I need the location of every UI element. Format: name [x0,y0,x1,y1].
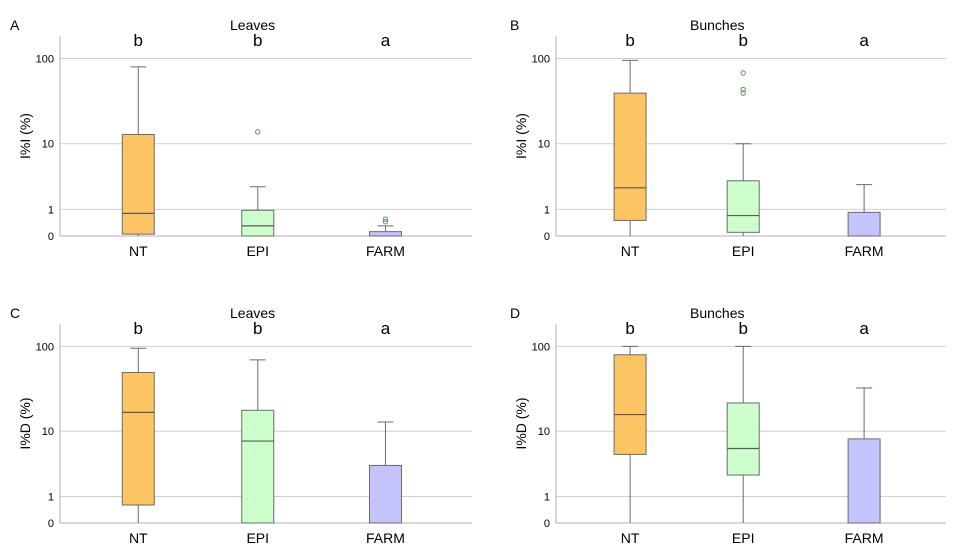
panel-b-y-axis-label: I%I (%) [513,113,529,159]
panel-b-x-tick-label: NT [621,243,640,259]
panel-d-sig-letter-epi: b [738,319,747,338]
panel-c-sig-letter-farm: a [381,319,391,338]
panel-b-outlier-epi [740,70,746,76]
panel-c-x-tick-label: EPI [246,530,269,545]
panel-c-box-epi [241,409,275,524]
panel-d-y-tick-label: 1 [544,491,550,503]
panel-c-y-tick-label: 0 [48,518,54,530]
panel-b-x-tick-label: FARM [845,243,884,259]
panel-b-box-farm [847,211,881,237]
panel-a-y-tick-label: 100 [36,53,54,65]
panel-b-outlier-epi [740,86,746,93]
panel-a-box-farm [368,231,402,237]
panel-b-sig-letter-epi: b [738,31,747,50]
panel-a-outlier-farm [382,219,389,225]
panel-a-x-tick-label: FARM [366,243,405,259]
panel-c-sig-letter-epi: b [253,319,262,338]
panel-a-sig-letter-epi: b [253,31,262,50]
panel-b-sig-letter-farm: a [859,31,869,50]
panel-b-y-tick-label: 1 [544,204,550,216]
panel-a-y-tick-label: 10 [42,139,54,151]
panel-a-outlier-epi [255,129,261,135]
panel-c-y-tick-label: 10 [42,426,54,438]
panel-a-y-axis-label: I%I (%) [17,113,33,159]
panel-d-title: Bunches [690,305,744,321]
panel-a-title: Leaves [230,17,275,33]
panel-b-y-tick-label: 0 [544,231,550,243]
panel-a-x-tick-label: NT [129,243,148,259]
panel-c-x-tick-label: NT [129,530,148,545]
panel-b-sig-letter-nt: b [625,31,634,50]
panel-d-sig-letter-nt: b [625,319,634,338]
panel-b-y-tick-label: 10 [538,139,550,151]
panel-c-y-axis-label: I%D (%) [17,397,33,449]
panel-d-y-axis-label: I%D (%) [513,397,529,449]
panel-a-sig-letter-nt: b [134,31,143,50]
panel-c-box-nt [121,371,155,506]
panel-b-title: Bunches [690,17,744,33]
panel-a-outlier-farm [382,216,389,222]
panel-d-y-tick-label: 10 [538,426,550,438]
panel-a-x-tick-label: EPI [246,243,269,259]
panel-d-sig-letter-farm: a [859,319,869,338]
panel-d-x-tick-label: FARM [845,530,884,545]
panel-a-y-tick-label: 0 [48,231,54,243]
panel-a-box-epi [241,209,275,237]
panel-c-y-tick-label: 1 [48,491,54,503]
panel-c-letter: C [10,305,20,321]
panel-d-box-nt [613,354,647,455]
panel-b-y-tick-label: 100 [532,53,550,65]
panel-d-x-tick-label: EPI [732,530,755,545]
panel-d-letter: D [510,305,520,321]
panel-b-outlier-epi [740,90,746,96]
panel-d-box-farm [847,438,881,524]
panel-a-letter: A [10,17,20,33]
panel-a-box-nt [121,133,155,235]
panel-b-box-epi [726,180,760,233]
panel-c-x-tick-label: FARM [366,530,405,545]
panel-b-x-tick-label: EPI [732,243,755,259]
panel-d-x-tick-label: NT [621,530,640,545]
panel-c-y-tick-label: 100 [36,341,54,353]
panel-d-y-tick-label: 0 [544,518,550,530]
panel-c-box-farm [368,464,402,524]
panel-c-sig-letter-nt: b [134,319,143,338]
panel-d-box-epi [726,402,760,476]
panel-d-y-tick-label: 100 [532,341,550,353]
panel-b-box-nt [613,92,647,221]
panel-a-y-tick-label: 1 [48,204,54,216]
panel-a-sig-letter-farm: a [381,31,391,50]
panel-c-title: Leaves [230,305,275,321]
panel-b-letter: B [510,17,519,33]
